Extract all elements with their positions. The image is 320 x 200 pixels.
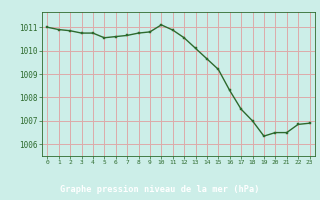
Text: Graphe pression niveau de la mer (hPa): Graphe pression niveau de la mer (hPa) — [60, 185, 260, 194]
